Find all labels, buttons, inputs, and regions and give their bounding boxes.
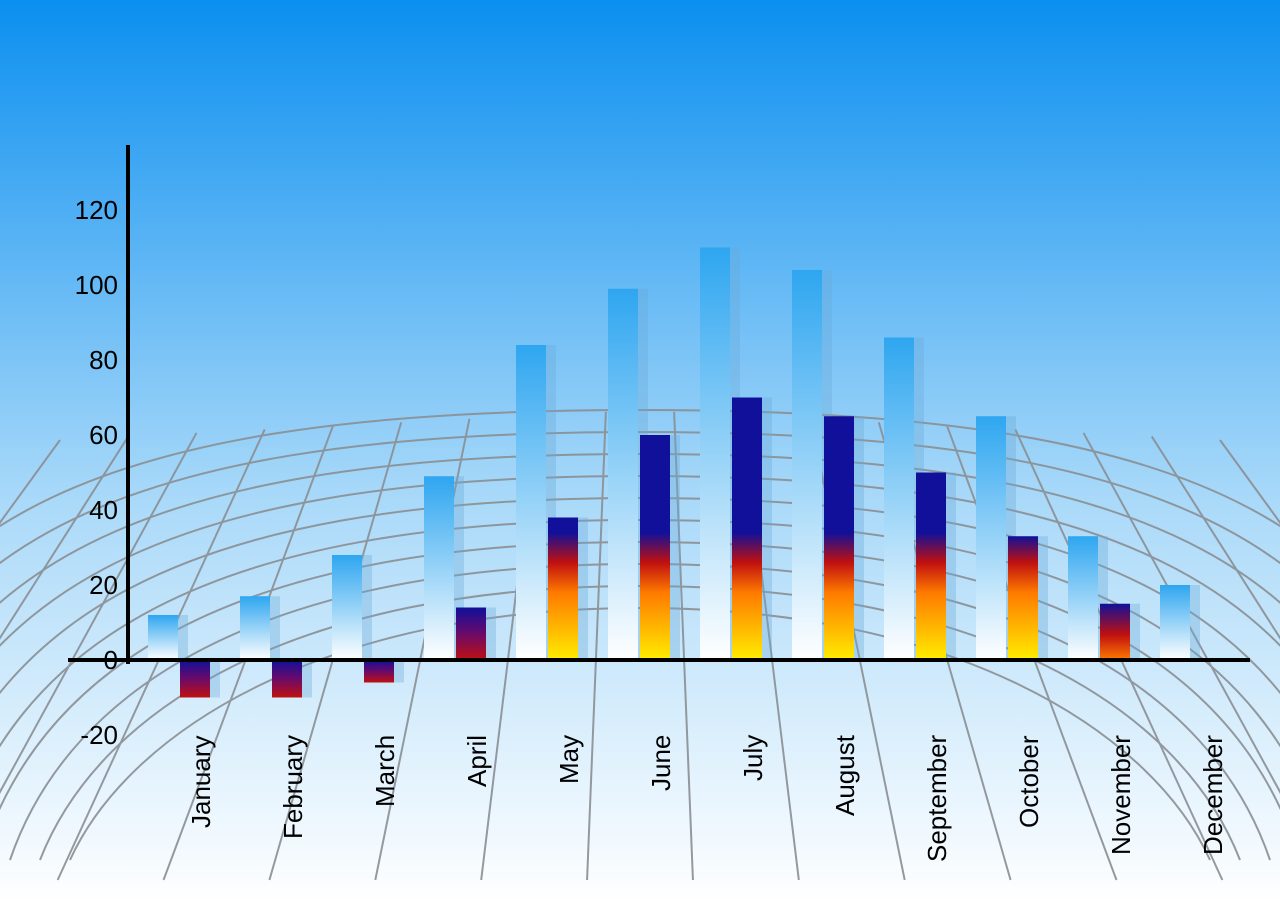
y-tick-label: 60 [48,420,118,451]
bar-series-b [1008,536,1038,660]
bar-series-b [272,660,302,698]
bar-series-a [976,416,1006,660]
x-tick-label: April [462,735,493,787]
bar-series-a [148,615,178,660]
x-tick-label: September [922,735,953,862]
bar-series-b [548,518,578,661]
x-tick-label: June [646,735,677,791]
bar-series-a [884,338,914,661]
x-tick-label: July [738,735,769,781]
bar-series-a [332,555,362,660]
bar-series-a [1068,536,1098,660]
bar-series-b [732,398,762,661]
bar-series-a [1160,585,1190,660]
y-tick-label: 120 [48,195,118,226]
y-axis-line [126,145,130,664]
bar-series-b [640,435,670,660]
y-tick-label: 20 [48,570,118,601]
bar-series-b [180,660,210,698]
x-tick-label: December [1198,735,1229,855]
y-tick-label: -20 [48,720,118,751]
y-tick-label: 100 [48,270,118,301]
chart-canvas: -20 0 20 40 60 80 100 120 January February March A… [0,0,1280,905]
bar-series-a [608,289,638,660]
x-tick-label: November [1106,735,1137,855]
bar-series-b [456,608,486,661]
y-tick-label: 80 [48,345,118,376]
bar-series-b [824,416,854,660]
bar-series-a [516,345,546,660]
x-tick-label: March [370,735,401,807]
x-tick-label: May [554,735,585,784]
bar-series-b [916,473,946,661]
bar-series-a [700,248,730,661]
bar-series-a [424,476,454,660]
y-tick-label: 0 [48,645,118,676]
y-tick-label: 40 [48,495,118,526]
x-tick-label: January [186,736,217,829]
bar-series-b [364,660,394,683]
x-tick-label: February [278,735,309,839]
bar-series-a [792,270,822,660]
x-axis-line [68,658,1250,662]
bar-series-b [1100,604,1130,660]
x-tick-label: October [1014,736,1045,829]
x-tick-label: August [830,735,861,816]
bar-series-a [240,596,270,660]
